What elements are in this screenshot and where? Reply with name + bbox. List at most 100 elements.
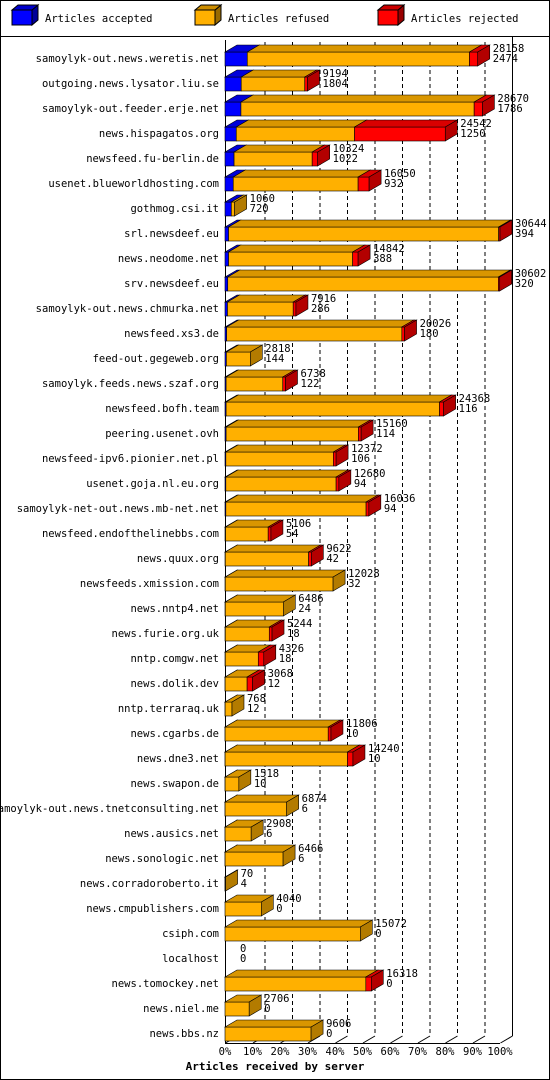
category-label: news.cgarbs.de xyxy=(130,728,219,740)
accepted-label: 42 xyxy=(326,553,339,565)
bar-segment-side xyxy=(271,619,285,642)
category-label: news.bbs.nz xyxy=(149,1028,219,1040)
bar-segment xyxy=(358,426,362,442)
x-axis-title: Articles received by server xyxy=(186,1060,365,1073)
offered-label: 24368 xyxy=(459,393,491,405)
bar-segment xyxy=(224,801,287,817)
legend-swatch xyxy=(377,9,399,26)
offered-label: 16036 xyxy=(384,493,416,505)
bar-segment-side xyxy=(250,344,263,367)
bar-segment xyxy=(224,701,233,717)
offered-label: 2818 xyxy=(265,343,290,355)
category-label: gothmog.csi.it xyxy=(130,203,219,215)
bar-segment xyxy=(354,126,446,142)
bar-segment-side xyxy=(335,444,349,467)
floor-line xyxy=(417,1035,431,1044)
legend-label: Articles rejected xyxy=(411,13,518,25)
category-label: news.tomockey.net xyxy=(112,978,219,990)
accepted-label: 116 xyxy=(459,403,478,415)
bar-segment-side xyxy=(444,119,458,142)
offered-label: 12372 xyxy=(351,443,383,455)
offered-label: 5106 xyxy=(286,518,311,530)
bar-segment xyxy=(327,726,332,742)
accepted-label: 10 xyxy=(254,778,267,790)
offered-label: 28158 xyxy=(493,43,525,55)
bar-segment xyxy=(240,101,475,117)
category-label: news.cmpublishers.com xyxy=(86,903,219,915)
bar-segment-side xyxy=(330,719,344,742)
bar-segment xyxy=(224,76,242,92)
bar-segment xyxy=(225,376,284,392)
offered-label: 768 xyxy=(247,693,266,705)
accepted-label: 0 xyxy=(240,953,246,965)
category-label: news.swapon.de xyxy=(130,778,219,790)
category-label: samoylyk-net-out.news.mb-net.net xyxy=(17,503,219,515)
bar-segment-side xyxy=(443,394,456,417)
bar-segment-top xyxy=(240,69,318,78)
bar-segment xyxy=(228,226,499,242)
bar-segment-side xyxy=(231,694,245,717)
x-tick-label: 80% xyxy=(436,1046,456,1058)
bar-segment-side xyxy=(499,219,513,242)
bar-segment xyxy=(257,651,265,667)
offered-label: 7916 xyxy=(311,293,336,305)
accepted-label: 388 xyxy=(373,253,392,265)
bar-segment xyxy=(240,76,306,92)
offered-label: 4040 xyxy=(276,893,301,905)
bar-segment xyxy=(352,251,359,267)
bar-segment-top xyxy=(227,244,366,253)
offered-label: 6738 xyxy=(301,368,326,380)
bar-segment xyxy=(224,226,229,242)
offered-label: 70 xyxy=(241,868,254,880)
legend-swatch xyxy=(11,9,33,26)
category-label: news.dne3.net xyxy=(137,753,219,765)
accepted-label: 10 xyxy=(346,728,359,740)
offered-label: 30644 xyxy=(515,218,547,230)
category-label: samoylyk-out.news.tnetconsulting.net xyxy=(0,803,219,815)
category-label: feed-out.gegeweb.org xyxy=(93,353,219,365)
bar-segment xyxy=(357,176,370,192)
bar-segment xyxy=(224,726,329,742)
bar-segment xyxy=(224,126,237,142)
bar-segment xyxy=(439,401,444,417)
category-label: srl.newsdeef.eu xyxy=(124,228,219,240)
bar-segment xyxy=(224,176,234,192)
category-label: news.sonologic.net xyxy=(105,853,219,865)
bar-segment xyxy=(224,776,240,792)
bar-segment xyxy=(224,251,229,267)
category-label: srv.newsdeef.eu xyxy=(124,278,219,290)
bar-segment-side xyxy=(260,894,274,917)
bar-segment-top xyxy=(226,269,512,278)
bar-segment-side xyxy=(359,919,373,942)
bar-segment-side xyxy=(282,594,296,617)
bar-segment-top xyxy=(224,494,380,503)
bar-segment xyxy=(226,351,251,367)
bar-segment-top xyxy=(223,969,379,978)
offered-label: 28670 xyxy=(497,93,529,105)
bar-segment xyxy=(401,326,405,342)
bar-segment xyxy=(246,676,253,692)
accepted-label: 320 xyxy=(515,278,534,290)
bar-segment xyxy=(333,451,337,467)
bar-segment-top xyxy=(239,94,488,103)
bar-segment-side xyxy=(250,819,264,842)
bar-segment-side xyxy=(295,294,309,317)
category-label: newsfeed.xs3.de xyxy=(124,328,219,340)
accepted-label: 6 xyxy=(298,853,304,865)
category-label: news.neodome.net xyxy=(118,253,219,265)
bar-segment-side xyxy=(248,994,262,1017)
bar-segment-top xyxy=(232,144,326,153)
category-label: newsfeed.fu-berlin.de xyxy=(86,153,219,165)
bar-segment-top xyxy=(223,794,300,803)
offered-label: 6486 xyxy=(298,593,323,605)
bar-segment xyxy=(224,51,248,67)
bar-segment xyxy=(228,251,353,267)
x-tick-label: 30% xyxy=(298,1046,318,1058)
category-label: csiph.com xyxy=(162,928,219,940)
category-label: news.dolik.dev xyxy=(130,678,219,690)
offered-label: 24542 xyxy=(460,118,492,130)
bar-segment xyxy=(231,201,235,217)
category-label: news.hispagatos.org xyxy=(99,128,219,140)
bar-segment-side xyxy=(370,969,384,992)
bar-segment xyxy=(225,451,334,467)
